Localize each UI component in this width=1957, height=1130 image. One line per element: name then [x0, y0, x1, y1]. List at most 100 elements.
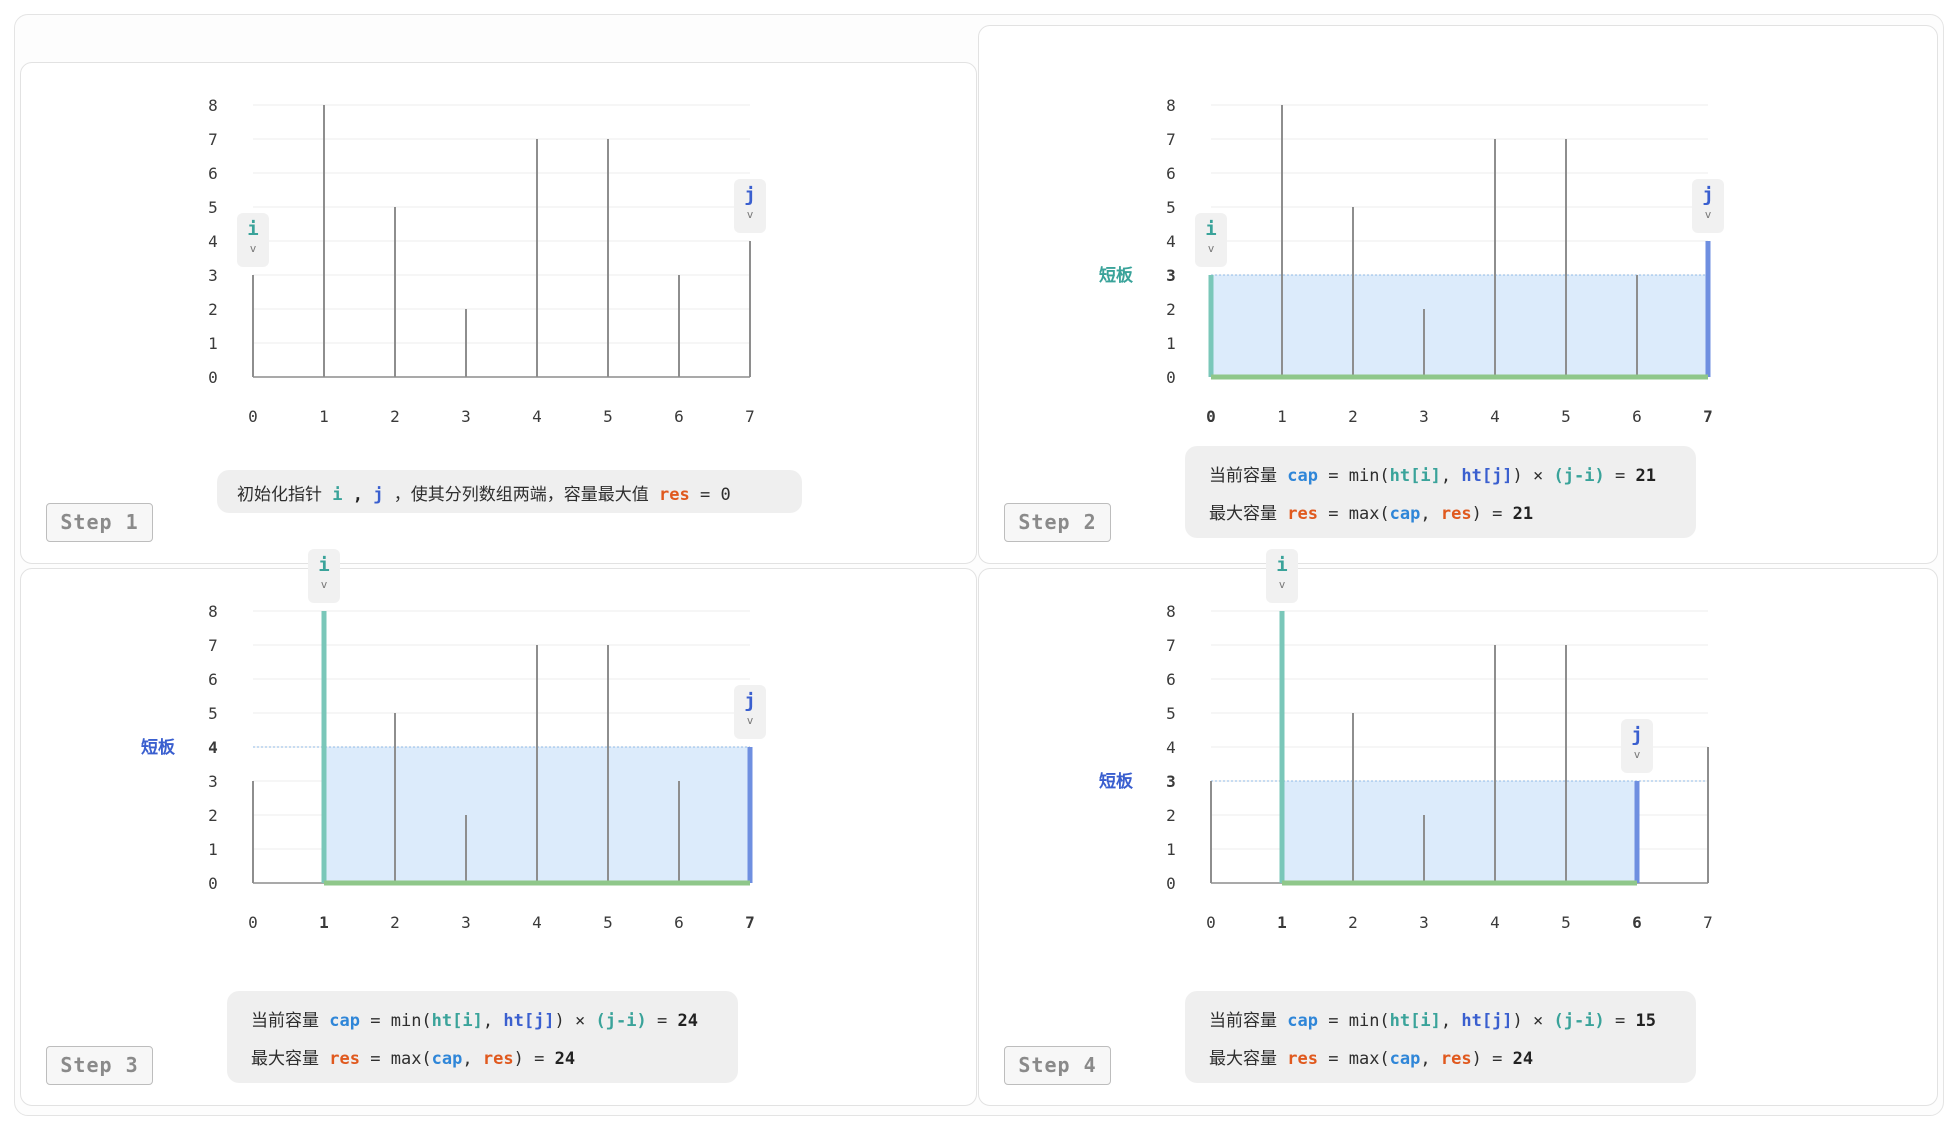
y-tick-label: 6: [208, 670, 218, 689]
y-tick-label: 4: [208, 738, 218, 757]
y-tick-label: 5: [208, 198, 218, 217]
y-tick-label: 3: [208, 772, 218, 791]
x-tick-label: 1: [1277, 913, 1287, 932]
y-tick-label: 8: [1166, 96, 1176, 115]
x-tick-label: 2: [1348, 913, 1358, 932]
pointer-arrow-icon: v: [1207, 242, 1215, 255]
x-tick-label: 6: [1632, 407, 1642, 426]
pointer-i-letter: i: [247, 218, 259, 240]
y-tick-label: 6: [1166, 670, 1176, 689]
y-tick-label: 7: [208, 636, 218, 655]
y-tick-label: 4: [208, 232, 218, 251]
y-tick-label: 3: [1166, 266, 1176, 285]
step-3-formula: 当前容量 cap = min(ht[i], ht[j]) × (j-i) = 2…: [227, 991, 738, 1083]
x-tick-label: 3: [1419, 407, 1429, 426]
y-tick-label: 7: [1166, 636, 1176, 655]
x-tick-label: 5: [603, 913, 613, 932]
y-tick-label: 6: [208, 164, 218, 183]
y-tick-label: 4: [1166, 232, 1176, 251]
x-tick-label: 3: [461, 407, 471, 426]
y-tick-label: 8: [208, 602, 218, 621]
pointer-j-letter: j: [1702, 184, 1714, 206]
y-tick-label: 1: [1166, 840, 1176, 859]
y-tick-label: 8: [208, 96, 218, 115]
y-tick-label: 3: [208, 266, 218, 285]
x-tick-label: 3: [461, 913, 471, 932]
short-board-label: 短板: [1099, 265, 1134, 286]
y-tick-label: 1: [208, 840, 218, 859]
chart-area: 0 1 2 3 4 5 6 7 8 0 1 2 3 4 5 6 7 短板: [1099, 96, 1713, 426]
x-tick-label: 4: [532, 913, 542, 932]
x-tick-label: 7: [1703, 913, 1713, 932]
y-tick-label: 5: [1166, 704, 1176, 723]
x-tick-label: 1: [1277, 407, 1287, 426]
x-tick-label: 0: [248, 913, 258, 932]
x-tick-label: 0: [1206, 913, 1216, 932]
x-tick-label: 4: [1490, 913, 1500, 932]
short-board-label: 短板: [1099, 771, 1134, 792]
chart-area: 0 1 2 3 4 5 6 7 8 0 1 2 3 4 5 6 7: [208, 96, 755, 426]
chart-area: 0 1 2 3 4 5 6 7 8 0 1 2 3 4 5 6 7 短板: [1099, 602, 1713, 932]
y-tick-label: 2: [208, 806, 218, 825]
y-tick-label: 2: [1166, 300, 1176, 319]
step-2-formula: 当前容量 cap = min(ht[i], ht[j]) × (j-i) = 2…: [1185, 446, 1696, 538]
x-tick-label: 1: [319, 407, 329, 426]
pointer-arrow-icon: v: [1633, 748, 1641, 761]
y-tick-label: 0: [1166, 874, 1176, 893]
step-2-chart: 0 1 2 3 4 5 6 7 8 0 1 2 3 4 5 6 7 短板: [1099, 96, 1713, 426]
x-tick-label: 7: [1703, 407, 1713, 426]
step-3-label: Step 3: [46, 1046, 153, 1085]
y-tick-label: 4: [1166, 738, 1176, 757]
x-tick-label: 6: [674, 407, 684, 426]
chart-area: 0 1 2 3 4 5 6 7 8 0 1 2 3 4 5 6 7 短板: [141, 602, 755, 932]
step-2-label: Step 2: [1004, 503, 1111, 542]
step-1-chart: 0 1 2 3 4 5 6 7 8 0 1 2 3 4 5 6 7: [208, 96, 755, 426]
step-1-panel: 初始化指针 i , j ，使其分列数组两端，容量最大值 res = 0 Step…: [20, 62, 977, 564]
y-tick-label: 1: [1166, 334, 1176, 353]
x-tick-label: 4: [532, 407, 542, 426]
pointer-j-letter: j: [1631, 724, 1643, 746]
x-tick-label: 2: [390, 913, 400, 932]
current-capacity-line: 当前容量 cap = min(ht[i], ht[j]) × (j-i) = 1…: [1209, 1011, 1656, 1031]
step-4-label: Step 4: [1004, 1046, 1111, 1085]
pointer-arrow-icon: v: [1278, 578, 1286, 591]
water-area: [1211, 275, 1708, 377]
y-tick-label: 7: [1166, 130, 1176, 149]
max-capacity-line: 最大容量 res = max(cap, res) = 24: [251, 1049, 576, 1069]
y-tick-label: 2: [1166, 806, 1176, 825]
x-tick-label: 2: [390, 407, 400, 426]
x-tick-label: 5: [1561, 913, 1571, 932]
x-tick-label: 5: [603, 407, 613, 426]
x-tick-label: 7: [745, 913, 755, 932]
x-tick-label: 0: [248, 407, 258, 426]
pointer-arrow-icon: v: [746, 208, 754, 221]
max-capacity-line: 最大容量 res = max(cap, res) = 24: [1209, 1049, 1534, 1069]
y-tick-label: 0: [1166, 368, 1176, 387]
y-tick-label: 2: [208, 300, 218, 319]
y-tick-label: 8: [1166, 602, 1176, 621]
x-tick-label: 7: [745, 407, 755, 426]
x-tick-label: 3: [1419, 913, 1429, 932]
y-tick-label: 5: [1166, 198, 1176, 217]
x-tick-label: 6: [674, 913, 684, 932]
y-tick-label: 0: [208, 368, 218, 387]
current-capacity-line: 当前容量 cap = min(ht[i], ht[j]) × (j-i) = 2…: [251, 1011, 698, 1031]
water-area: [1282, 781, 1637, 883]
y-tick-label: 0: [208, 874, 218, 893]
x-tick-label: 2: [1348, 407, 1358, 426]
pointer-i-letter: i: [1276, 554, 1288, 576]
pointer-i-letter: i: [318, 554, 330, 576]
pointer-arrow-icon: v: [746, 714, 754, 727]
step-1-caption: 初始化指针 i , j ，使其分列数组两端，容量最大值 res = 0: [217, 470, 802, 513]
step-2-panel: 当前容量 cap = min(ht[i], ht[j]) × (j-i) = 2…: [978, 25, 1938, 564]
short-board-label: 短板: [141, 737, 176, 758]
x-tick-label: 6: [1632, 913, 1642, 932]
step-4-formula: 当前容量 cap = min(ht[i], ht[j]) × (j-i) = 1…: [1185, 991, 1696, 1083]
y-tick-label: 3: [1166, 772, 1176, 791]
current-capacity-line: 当前容量 cap = min(ht[i], ht[j]) × (j-i) = 2…: [1209, 466, 1656, 486]
pointer-arrow-icon: v: [249, 242, 257, 255]
